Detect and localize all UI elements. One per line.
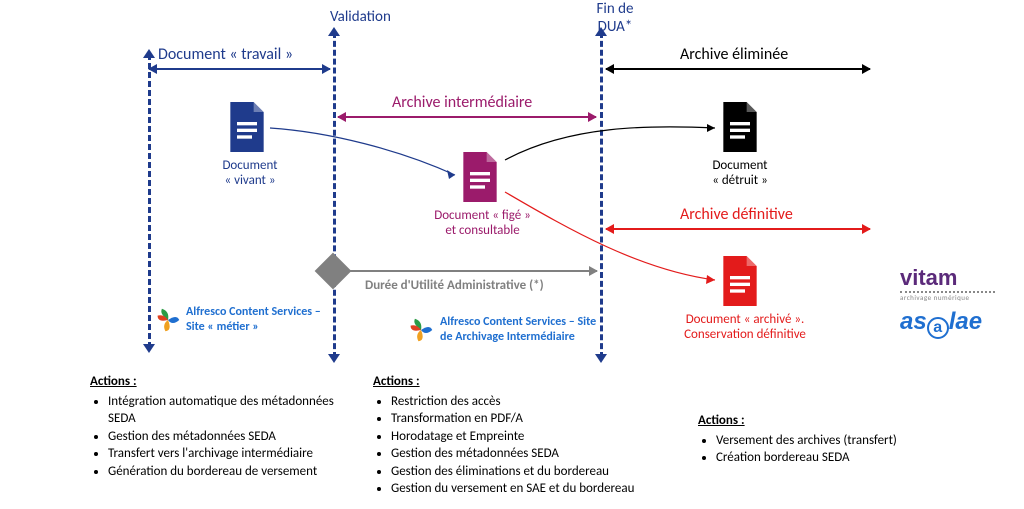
- actions-right: Actions : Versement des archives (transf…: [698, 412, 948, 467]
- logo-vitam: vitam archivage numérique: [900, 265, 1010, 302]
- dua-diamond: [315, 253, 352, 290]
- actions-mid-title: Actions :: [373, 373, 683, 391]
- list-item: Gestion des métadonnées SEDA: [391, 445, 683, 463]
- list-item: Gestion des métadonnées SEDA: [108, 428, 350, 446]
- doc-fige-icon: [460, 152, 500, 202]
- phase-intermediaire-arrow: [338, 116, 596, 118]
- dua-arrow: [348, 270, 597, 272]
- actions-right-list: Versement des archives (transfert) Créat…: [698, 432, 948, 467]
- doc-detruit-label: Document « détruit »: [705, 158, 775, 188]
- doc-archive-label: Document « archivé ». Conservation défin…: [670, 312, 820, 342]
- phase-intermediaire-label: Archive intermédiaire: [392, 93, 532, 112]
- phase-travail-label: Document « travail »: [158, 45, 293, 64]
- list-item: Intégration automatique des métadonnées …: [108, 393, 350, 428]
- actions-left: Actions : Intégration automatique des mé…: [90, 373, 350, 480]
- system-metier: Alfresco Content Services – Site « métie…: [186, 305, 356, 335]
- list-item: Transfert vers l'archivage intermédiaire: [108, 445, 350, 463]
- list-item: Création bordereau SEDA: [716, 449, 948, 467]
- milestone-fin-dua-l1: Fin de: [597, 0, 634, 18]
- doc-vivant-icon: [227, 102, 267, 152]
- list-item: Génération du bordereau de versement: [108, 463, 350, 481]
- list-item: Gestion des éliminations et du bordereau: [391, 463, 683, 481]
- actions-mid: Actions : Restriction des accès Transfor…: [373, 373, 683, 498]
- dua-label: Durée d'Utilité Administrative (*): [365, 278, 544, 293]
- actions-mid-list: Restriction des accès Transformation en …: [373, 393, 683, 498]
- pinwheel-icon-sai: [408, 317, 434, 343]
- milestone-fin-dua: Fin de DUA*: [585, 0, 645, 36]
- dashed-line-left: [148, 54, 151, 348]
- list-item: Gestion du versement en SAE et du border…: [391, 480, 683, 498]
- system-sai: Alfresco Content Services – Site de Arch…: [440, 315, 640, 345]
- list-item: Restriction des accès: [391, 393, 683, 411]
- list-item: Versement des archives (transfert): [716, 432, 948, 450]
- milestone-validation: Validation: [330, 8, 391, 26]
- list-item: Horodatage et Empreinte: [391, 428, 683, 446]
- doc-vivant-label: Document « vivant »: [215, 158, 285, 188]
- milestone-fin-dua-l2: DUA*: [598, 18, 633, 36]
- doc-detruit-icon: [720, 102, 760, 152]
- phase-travail-arrow: [149, 68, 330, 70]
- phase-definitive-label: Archive définitive: [680, 205, 793, 224]
- doc-fige-label: Document « figé » et consultable: [425, 208, 540, 238]
- actions-right-title: Actions :: [698, 412, 948, 430]
- actions-left-list: Intégration automatique des métadonnées …: [90, 393, 350, 481]
- logo-asalae: asalae: [900, 308, 982, 339]
- phase-definitive-arrow: [606, 228, 870, 230]
- pinwheel-icon-metier: [155, 307, 181, 333]
- list-item: Transformation en PDF/A: [391, 410, 683, 428]
- dashed-line-right: [600, 32, 603, 358]
- actions-left-title: Actions :: [90, 373, 350, 391]
- phase-eliminee-arrow: [606, 68, 870, 70]
- doc-archive-icon: [720, 256, 760, 306]
- phase-eliminee-label: Archive éliminée: [680, 45, 788, 64]
